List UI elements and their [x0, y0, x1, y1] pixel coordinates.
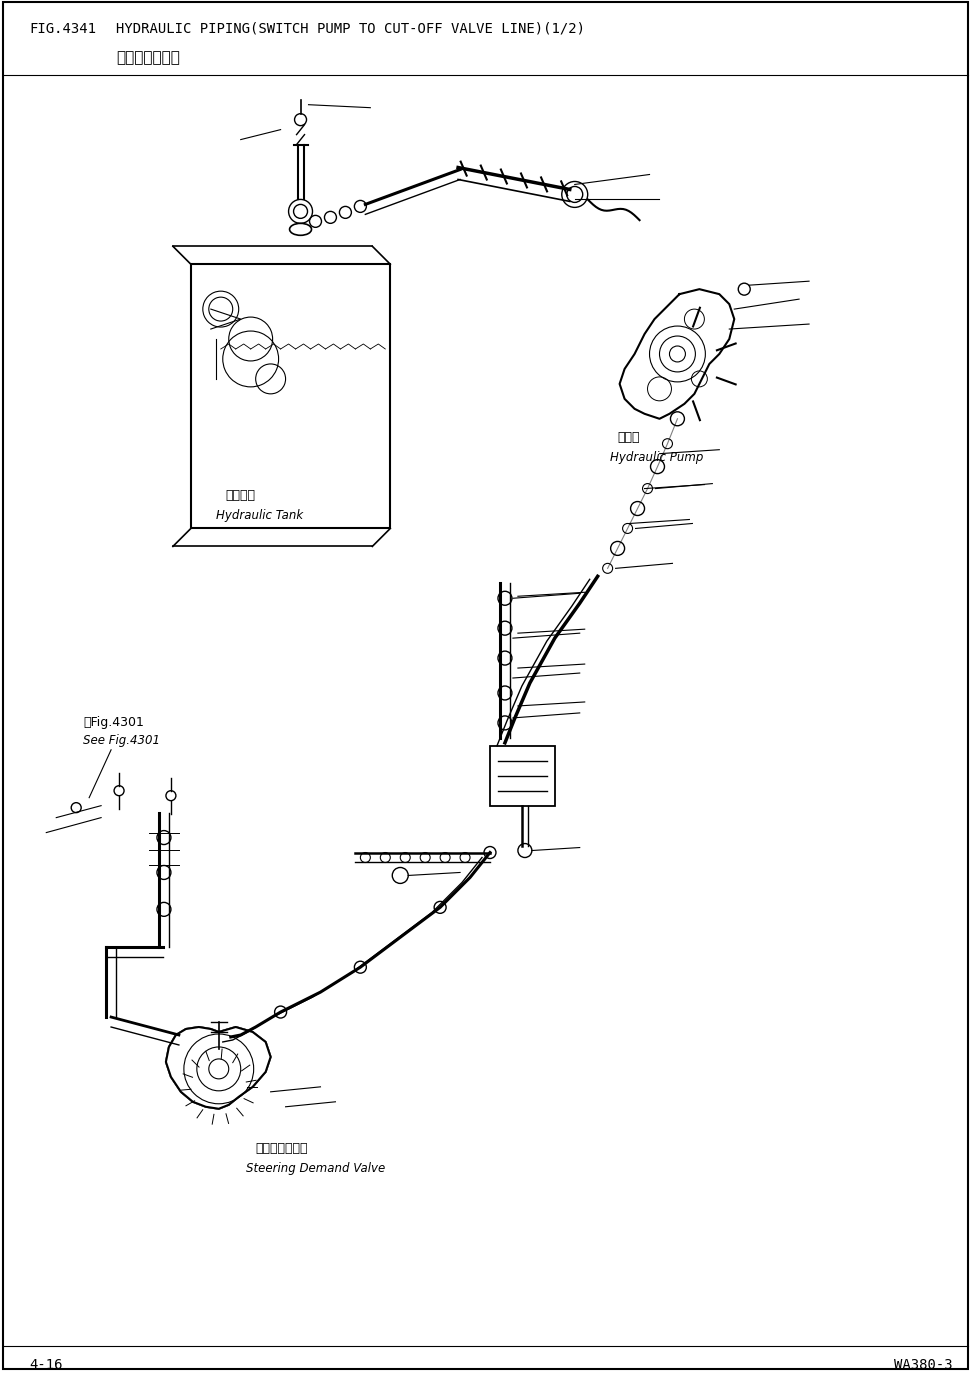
Text: HYDRAULIC PIPING(SWITCH PUMP TO CUT-OFF VALVE LINE)(1/2): HYDRAULIC PIPING(SWITCH PUMP TO CUT-OFF … [117, 22, 586, 36]
Text: 液压油筱: 液压油筱 [225, 488, 255, 502]
Text: 液压泵: 液压泵 [618, 430, 640, 444]
Text: WA380-3: WA380-3 [894, 1358, 953, 1372]
Polygon shape [166, 1027, 271, 1108]
Text: 4-16: 4-16 [29, 1358, 63, 1372]
Text: FIG.4341: FIG.4341 [29, 22, 96, 36]
Text: 见Fig.4301: 见Fig.4301 [84, 716, 144, 729]
Text: 转换泵到截流阀: 转换泵到截流阀 [117, 49, 180, 65]
Text: Hydraulic Pump: Hydraulic Pump [610, 451, 703, 463]
Text: Hydraulic Tank: Hydraulic Tank [216, 509, 303, 521]
Text: 转向按需供油阀: 转向按需供油阀 [255, 1141, 308, 1155]
Text: See Fig.4301: See Fig.4301 [84, 734, 160, 747]
Text: Steering Demand Valve: Steering Demand Valve [246, 1162, 385, 1174]
